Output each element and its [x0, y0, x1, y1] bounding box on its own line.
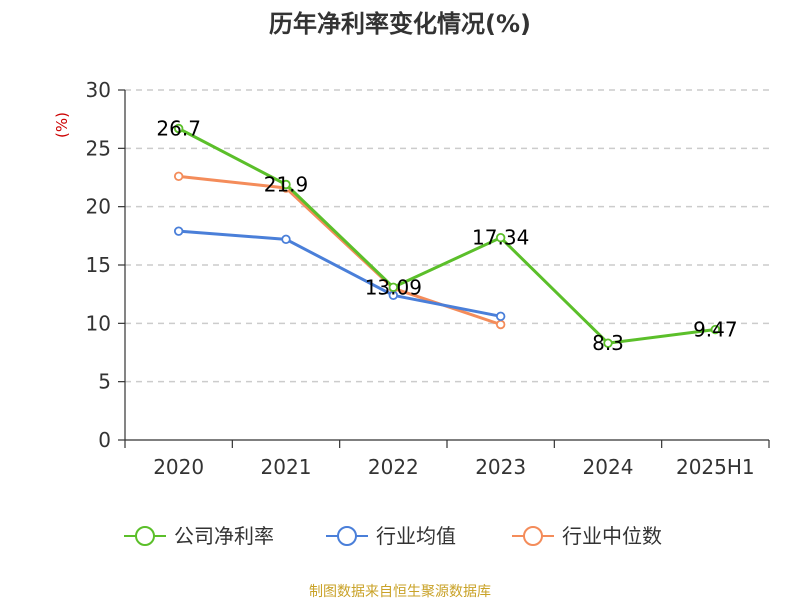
legend-item-2: 行业中位数: [512, 524, 662, 548]
data-point: [173, 226, 184, 236]
data-point: [281, 179, 291, 190]
data-point: [495, 232, 506, 243]
legend-item-0: 公司净利率: [124, 524, 274, 548]
legend-marker: [337, 526, 357, 546]
y-tick-label: 30: [86, 78, 111, 102]
series-line: [178, 229, 501, 318]
source-note: 制图数据来自恒生聚源数据库: [309, 584, 491, 600]
data-label: 21.9: [264, 173, 309, 197]
legend-marker: [523, 526, 543, 546]
grid: [125, 89, 769, 383]
series-1: [173, 226, 506, 322]
legend-marker: [135, 526, 155, 546]
y-tick-label: 5: [98, 370, 111, 394]
series-line: [177, 127, 716, 345]
series-2: [173, 171, 506, 330]
data-label: 17.34: [472, 226, 529, 250]
legend-label: 公司净利率: [174, 524, 274, 548]
x-tick-label: 2021: [261, 455, 312, 479]
y-tick-label: 20: [86, 195, 111, 219]
series-line: [178, 174, 502, 326]
x-tick-label: 2024: [583, 455, 634, 479]
data-point: [710, 324, 721, 335]
y-axis-label: (%): [53, 112, 71, 138]
y-tick-label: 10: [86, 311, 111, 335]
data-labels: 26.7 21.9 13.09 17.34 8.3 9.47: [156, 117, 737, 356]
x-tick-label: 2020: [153, 455, 204, 479]
data-label: 26.7: [156, 117, 201, 141]
data-point: [495, 311, 506, 322]
series: [173, 123, 721, 348]
chart-title: 历年净利率变化情况(%): [269, 10, 531, 38]
legend: 公司净利率 行业均值 行业中位数: [124, 524, 662, 548]
data-point: [173, 171, 184, 182]
data-label: 8.3: [592, 331, 624, 355]
series-0: [173, 123, 721, 348]
data-label: 9.47: [693, 318, 738, 342]
data-point: [281, 234, 291, 245]
data-point: [495, 319, 506, 330]
legend-label: 行业均值: [376, 524, 456, 548]
data-label: 13.09: [365, 275, 422, 299]
data-point: [388, 282, 399, 292]
data-point: [173, 123, 184, 134]
legend-label: 行业中位数: [562, 524, 662, 548]
legend-item-1: 行业均值: [326, 524, 456, 548]
y-tick-label: 15: [86, 253, 111, 277]
x-tick-label: 2023: [475, 455, 526, 479]
data-point: [603, 338, 613, 348]
x-tick-label: 2025H1: [676, 455, 755, 479]
axes: 0 5 10 15 20 25 30 2020 2021 2022 2023 2024 2025H1: [86, 78, 770, 479]
x-tick-label: 2022: [368, 455, 419, 479]
y-tick-label: 25: [86, 136, 111, 160]
y-tick-label: 0: [98, 428, 111, 452]
